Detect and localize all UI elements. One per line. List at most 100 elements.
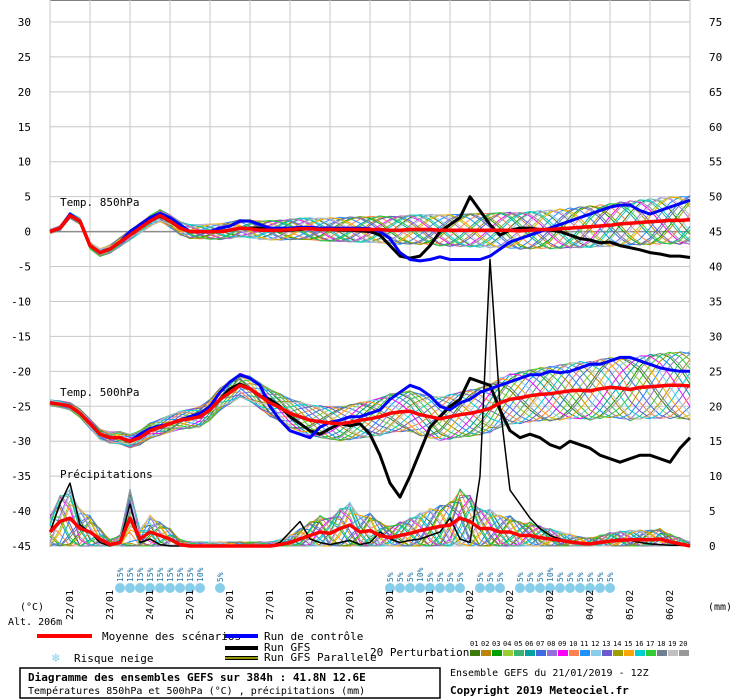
perturbation-swatch [646, 650, 656, 656]
perturbation-number: 15 [624, 640, 632, 648]
right-tick-label: 60 [709, 121, 722, 134]
perturbation-swatch [580, 650, 590, 656]
perturbation-number: 04 [503, 640, 511, 648]
snow-risk-dot [395, 583, 405, 593]
left-axis-ticks: 30 25 20 15 10 5 0 -5 -10 -15 -20 -25 -30 -35 -40 -45 [11, 16, 31, 553]
snow-risk-label: 15% [176, 567, 185, 582]
right-tick-label: 20 [709, 400, 722, 413]
snow-risk-dot [155, 583, 165, 593]
snow-risk-label: 5% [216, 572, 225, 582]
x-tick-label: 22/01 [65, 590, 76, 620]
snow-risk-label: 5% [406, 572, 415, 582]
right-tick-label: 40 [709, 261, 722, 274]
legend-perturbations-label: 20 Perturbations [370, 646, 476, 659]
perturbation-t500-line [50, 356, 691, 445]
snow-risk-dot [605, 583, 615, 593]
right-tick-label: 65 [709, 86, 722, 99]
snow-risk-label: 5% [556, 572, 565, 582]
left-tick-label: 30 [18, 16, 31, 29]
mean-t500-line [49, 383, 691, 443]
legend-gfs-parallel-label: Run GFS Parallele [264, 651, 377, 664]
snow-risk-label: 5% [566, 572, 575, 582]
snow-risk-label: 5% [606, 572, 615, 582]
perturbation-swatch [514, 650, 524, 656]
perturbation-swatch [624, 650, 634, 656]
x-tick-label: 28/01 [305, 590, 316, 620]
perturbation-swatch [503, 650, 513, 656]
perturbation-number: 13 [602, 640, 610, 648]
snow-risk-label: 10% [196, 567, 205, 582]
x-tick-label: 23/01 [105, 590, 116, 620]
snow-risk-label: 5% [456, 572, 465, 582]
perturbation-swatch [558, 650, 568, 656]
snow-risk-label: 10% [546, 567, 555, 582]
label-precip: Précipitations [60, 468, 153, 481]
perturbation-swatch [525, 650, 535, 656]
legend-mean-label: Moyenne des scénarios [102, 630, 241, 643]
x-tick-label: 26/01 [225, 590, 236, 620]
snow-risk-label: 5% [526, 572, 535, 582]
footer-title-box [19, 667, 441, 699]
snow-risk-label: 5% [596, 572, 605, 582]
perturbation-t500-line [49, 353, 691, 440]
perturbation-number: 07 [536, 640, 544, 648]
snow-risk-dot [485, 583, 495, 593]
right-tick-label: 30 [709, 330, 722, 343]
footer-copyright: Copyright 2019 Meteociel.fr [450, 684, 629, 697]
right-tick-label: 70 [709, 51, 722, 64]
snow-risk-label: 5% [586, 572, 595, 582]
x-tick-label: 03/02 [545, 590, 556, 620]
x-tick-label: 29/01 [345, 590, 356, 620]
legend-control-label: Run de contrôle [264, 630, 363, 643]
perturbation-number: 06 [525, 640, 533, 648]
snow-risk-label: 10% [416, 567, 425, 582]
footer-run: Ensemble GEFS du 21/01/2019 - 12Z [450, 668, 649, 679]
perturbation-color-legend: 01 02 03 04 05 06 07 08 09 10 11 12 13 14 15 16 17 18 19 20 [470, 640, 689, 656]
perturbation-number: 03 [492, 640, 500, 648]
perturbation-swatch [547, 650, 557, 656]
snow-risk-label: 15% [156, 567, 165, 582]
x-tick-label: 27/01 [265, 590, 276, 620]
footer-title: Diagramme des ensembles GEFS sur 384h : … [28, 671, 366, 684]
perturbation-swatch [569, 650, 579, 656]
snow-risk-label: 5% [576, 572, 585, 582]
snow-risk-label: 5% [486, 572, 495, 582]
x-tick-label: 04/02 [585, 590, 596, 620]
left-tick-label: -10 [11, 295, 31, 308]
perturbation-swatch [613, 650, 623, 656]
left-tick-label: 0 [24, 226, 31, 239]
snow-risk-label: 5% [496, 572, 505, 582]
snow-risk-dot [585, 583, 595, 593]
perturbation-swatch [679, 650, 689, 656]
left-tick-label: -35 [11, 470, 31, 483]
snow-risk-label: 15% [146, 567, 155, 582]
main-series [48, 195, 692, 548]
label-t850: Temp. 850hPa [60, 196, 139, 209]
snow-risk-label: 5% [446, 572, 455, 582]
right-tick-label: 25 [709, 365, 722, 378]
snow-risk-label: 15% [166, 567, 175, 582]
snow-risk-label: 15% [186, 567, 195, 582]
perturbation-number: 14 [613, 640, 621, 648]
snow-risk-label: 5% [476, 572, 485, 582]
left-tick-label: 5 [24, 191, 31, 204]
snow-risk-dot [115, 583, 125, 593]
right-tick-label: 55 [709, 156, 722, 169]
left-tick-label: -30 [11, 435, 31, 448]
snow-risk-dot [555, 583, 565, 593]
perturbation-swatch [492, 650, 502, 656]
right-tick-label: 5 [709, 505, 716, 518]
mean-precip-line [48, 516, 691, 548]
altitude-label: Alt. 206m [8, 617, 62, 628]
snow-risk-dot [425, 583, 435, 593]
left-tick-label: -25 [11, 400, 31, 413]
snow-risk-dot [215, 583, 225, 593]
footer-subtitle: Températures 850hPa et 500hPa (°C) , pré… [28, 685, 365, 697]
right-tick-label: 50 [709, 191, 722, 204]
snow-risk-dot [165, 583, 175, 593]
x-tick-label: 24/01 [145, 590, 156, 620]
perturbation-number: 12 [591, 640, 599, 648]
left-tick-label: 15 [18, 121, 31, 134]
